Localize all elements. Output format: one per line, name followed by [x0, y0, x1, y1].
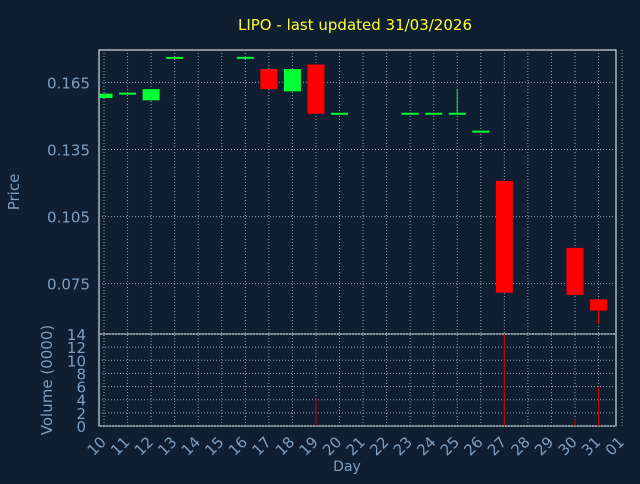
day-tick-label: 16 [225, 433, 251, 459]
candle [307, 64, 325, 114]
candle [590, 299, 608, 324]
price-tick-label: 0.075 [47, 276, 90, 294]
price-panel-frame [98, 49, 617, 335]
day-axis-label: Day [333, 459, 361, 475]
volume-tick-label: 10 [67, 352, 86, 370]
candle [142, 89, 160, 101]
candles [99, 56, 608, 324]
day-tick-label: 31 [578, 433, 604, 459]
candle [566, 247, 584, 295]
volume-tick-label: 12 [67, 339, 86, 357]
volume-panel-frame [98, 333, 617, 427]
price-tick-label: 0.135 [47, 142, 90, 160]
candle-body [260, 69, 278, 90]
day-tick-label: 28 [507, 433, 533, 459]
day-tick-label: 10 [84, 433, 110, 459]
candle [495, 180, 513, 293]
day-tick-label: 13 [154, 433, 180, 459]
grid-lines [99, 50, 623, 427]
candle-body [566, 247, 584, 295]
candle [260, 69, 278, 90]
day-tick-label: 18 [272, 433, 298, 459]
day-tick-labels: 1011121314151617181920212223242526272829… [84, 433, 628, 459]
day-tick-label: 19 [296, 433, 322, 459]
day-tick-label: 23 [390, 433, 416, 459]
day-tick-label: 15 [201, 433, 227, 459]
price-tick-label: 0.105 [47, 209, 90, 227]
volume-tick-label: 6 [76, 379, 86, 397]
candle-body [283, 69, 301, 92]
candle-body [99, 93, 113, 99]
volume-bars [315, 334, 600, 426]
day-tick-label: 29 [531, 433, 557, 459]
candle [448, 89, 466, 115]
price-tick-label: 0.165 [47, 74, 90, 92]
day-tick-label: 14 [178, 433, 204, 459]
day-tick-label: 25 [437, 433, 463, 459]
candle-body [590, 299, 608, 311]
day-tick-label: 24 [413, 433, 439, 459]
volume-tick-label: 8 [76, 365, 86, 383]
day-tick-label: 12 [131, 433, 157, 459]
volume-tick-label: 4 [76, 392, 86, 410]
chart-title: LIPO - last updated 31/03/2026 [238, 16, 472, 34]
candle [283, 69, 301, 92]
day-tick-label: 30 [555, 433, 581, 459]
day-tick-label: 11 [107, 433, 133, 459]
day-tick-label: 01 [602, 433, 628, 459]
volume-tick-label: 2 [76, 405, 86, 423]
day-tick-label: 26 [460, 433, 486, 459]
day-tick-label: 20 [319, 433, 345, 459]
candle-body [307, 64, 325, 114]
price-tick-labels: 0.165 0.135 0.105 0.075 [47, 74, 90, 293]
volume-axis-label: Volume (0000) [38, 325, 56, 435]
volume-tick-label: 14 [67, 326, 86, 344]
day-tick-label: 17 [248, 433, 274, 459]
day-tick-label: 21 [343, 433, 369, 459]
volume-tick-label: 0 [76, 418, 86, 436]
candle-body [495, 180, 513, 293]
candle [99, 93, 113, 99]
day-tick-label: 22 [366, 433, 392, 459]
price-axis-label: Price [5, 174, 23, 211]
day-tick-label: 27 [484, 433, 510, 459]
candle-body [142, 89, 160, 101]
